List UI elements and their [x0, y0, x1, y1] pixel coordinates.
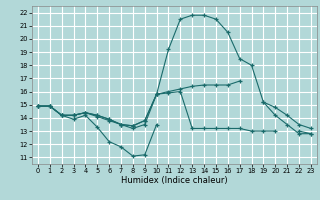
X-axis label: Humidex (Indice chaleur): Humidex (Indice chaleur) — [121, 176, 228, 185]
